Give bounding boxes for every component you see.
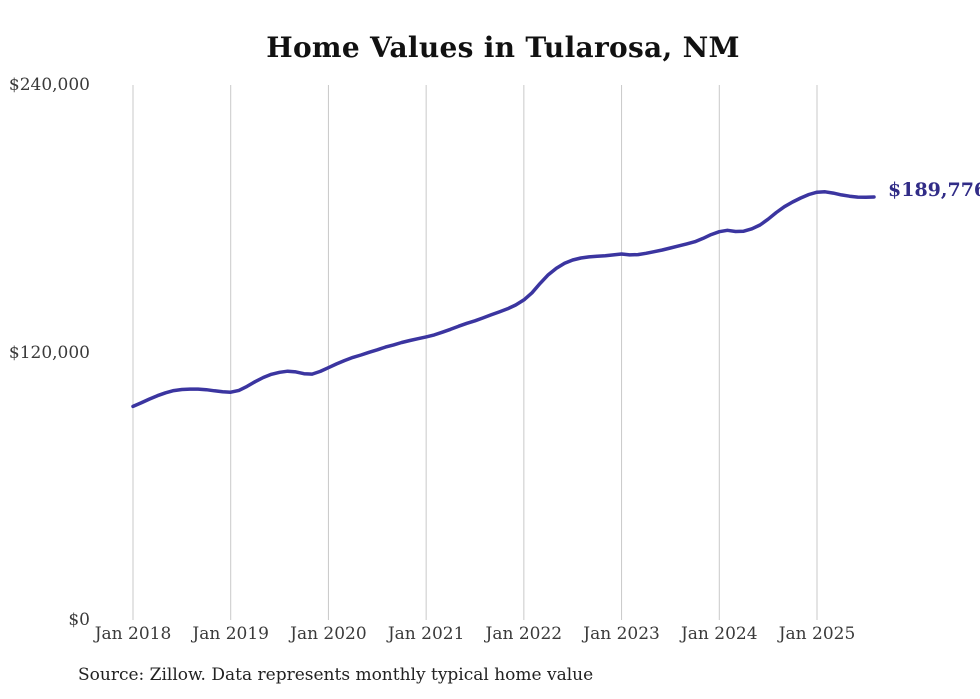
x-axis-tick-label: Jan 2021	[387, 624, 465, 644]
x-axis-tick-label: Jan 2022	[485, 624, 563, 644]
latest-value-label: $189,776	[888, 179, 980, 201]
home-value-line	[131, 190, 876, 409]
y-axis-tick-label: $0	[68, 610, 90, 630]
x-axis-tick-label: Jan 2020	[290, 624, 367, 644]
x-axis-tick-label: Jan 2025	[778, 624, 856, 644]
x-axis-tick-label: Jan 2024	[680, 624, 758, 644]
x-axis-tick-label: Jan 2023	[583, 624, 660, 644]
chart-title: Home Values in Tularosa, NM	[266, 31, 740, 64]
x-axis-tick-label: Jan 2018	[94, 624, 172, 644]
source-note: Source: Zillow. Data represents monthly …	[78, 665, 594, 685]
y-axis-tick-label: $120,000	[8, 342, 90, 363]
x-axis-tick-label: Jan 2019	[192, 624, 269, 644]
y-axis-tick-label: $240,000	[8, 75, 90, 95]
